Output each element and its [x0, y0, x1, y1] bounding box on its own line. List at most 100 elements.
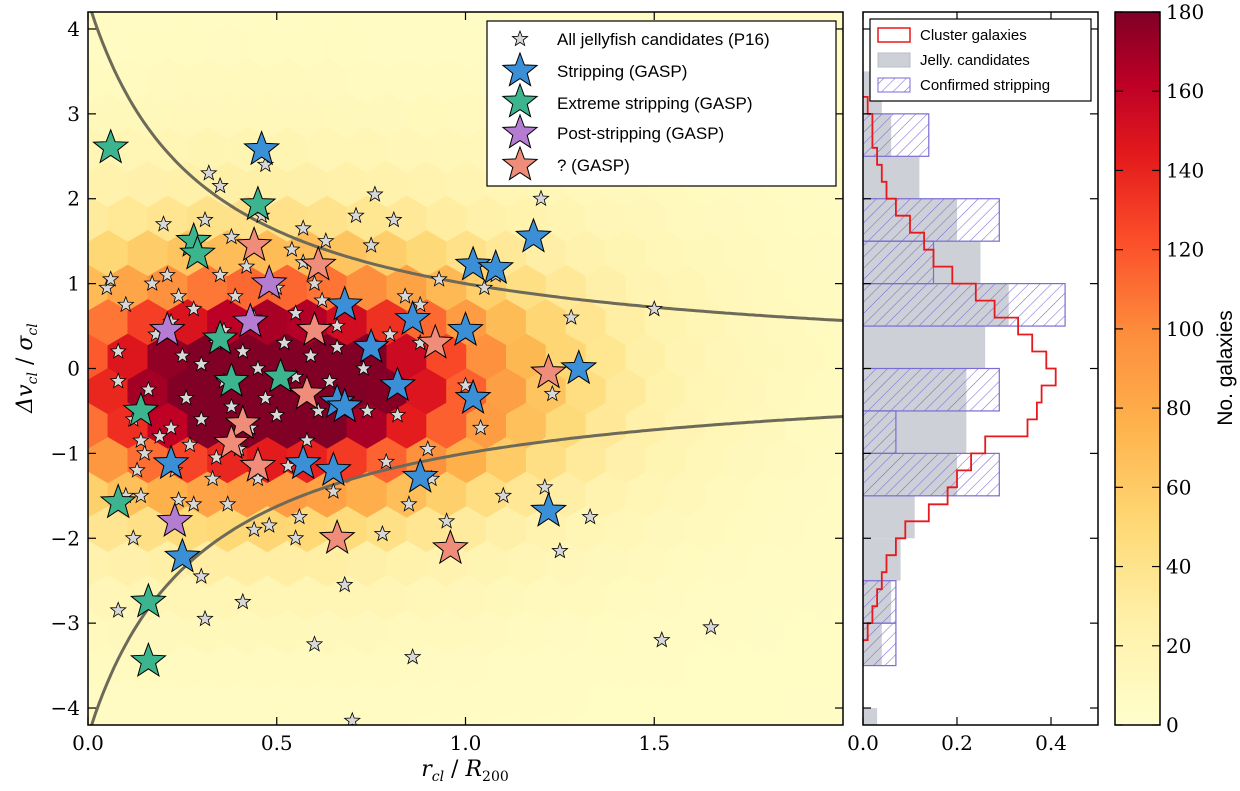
- main-legend-box: [486, 20, 837, 187]
- jellyfish-candidate-marker: [132, 431, 150, 449]
- jellyfish-candidate-marker: [286, 529, 305, 546]
- main-x-tick-label: 0.5: [261, 731, 293, 755]
- jellyfish-candidate-marker: [192, 567, 210, 584]
- main-y-axis-label: Δvcl / σcl: [13, 323, 41, 413]
- colorbar-tick-label: 140: [1166, 158, 1204, 182]
- jellyfish-candidate-marker: [328, 316, 346, 334]
- main-legend-swatches: [501, 29, 539, 181]
- jellyfish-candidate-marker: [437, 512, 456, 529]
- hexbin-cell: [366, 713, 408, 725]
- colorbar-tick-label: 60: [1166, 475, 1191, 499]
- jellyfish-candidate-marker: [381, 325, 399, 342]
- confirmed-stripping-bar: [863, 367, 1000, 412]
- jellyfish-candidate-marker: [128, 461, 146, 478]
- jellyfish-candidate-marker: [400, 495, 418, 512]
- jellyfish-candidate-marker: [139, 380, 158, 398]
- jellyfish-candidate-marker: [551, 541, 569, 559]
- main-y-ticks: −4 −3 −2 −1 0 1 2 3 4: [51, 17, 843, 720]
- jellyfish-candidate-marker: [135, 444, 154, 461]
- jellyfish-candidate-marker: [169, 490, 188, 508]
- stripping-marker: [379, 366, 417, 402]
- main-y-tick-label: 0: [67, 357, 80, 381]
- hexbin-cell: [446, 713, 487, 725]
- colorbar-gradient: [1115, 12, 1160, 725]
- hexbin-cell: [28, 127, 68, 173]
- hexbin-cell: [645, 713, 686, 725]
- legend-swatch-unknown-marker: [501, 145, 539, 181]
- jellyfish-candidate-marker: [219, 495, 237, 512]
- hexbin-cell: [725, 713, 766, 725]
- extreme-stripping-marker: [129, 641, 167, 678]
- jellyfish-candidate-marker: [124, 529, 142, 546]
- confirmed-stripping-bar: [863, 452, 1000, 497]
- jellyfish-candidate-marker: [177, 389, 195, 406]
- main-legend: All jellyfish candidates (P16) Stripping…: [486, 20, 837, 187]
- main-y-tick-label: −4: [51, 696, 80, 720]
- scatter-markers: [92, 128, 720, 725]
- jellyfish-candidate-marker: [151, 427, 169, 444]
- stripping-marker: [401, 457, 439, 493]
- jellyfish-candidate-marker: [143, 274, 161, 292]
- jellyfish-candidate-marker: [347, 206, 365, 224]
- stripping-marker: [284, 444, 322, 480]
- unknown-marker: [299, 245, 337, 281]
- hexbin-cell: [764, 713, 806, 725]
- hexbin-cell: [167, 713, 208, 725]
- post-stripping-marker: [231, 302, 269, 338]
- jellyfish-candidate-marker: [196, 609, 214, 627]
- colorbar-tick-label: 20: [1166, 634, 1191, 658]
- unknown-marker: [530, 353, 568, 389]
- stripping-marker: [152, 444, 190, 480]
- jellyfish-candidate-marker: [275, 333, 293, 351]
- unknown-marker: [224, 404, 262, 440]
- jellyfish-candidate-marker: [211, 265, 229, 283]
- stripping-marker: [163, 537, 201, 573]
- jellyfish-candidate-marker: [336, 575, 354, 593]
- jellyfish-candidate-marker: [222, 227, 241, 245]
- jellyfish-candidate-marker: [222, 397, 241, 415]
- jellyfish-candidate-marker: [249, 359, 267, 376]
- lower-caustic-curve: [90, 415, 843, 725]
- jelly-candidates-bar: [863, 326, 986, 369]
- hexbin-cell: [28, 196, 68, 242]
- jellyfish-candidate-marker: [192, 410, 210, 427]
- jellyfish-candidate-marker: [396, 287, 414, 304]
- jellyfish-candidate-marker: [536, 478, 554, 495]
- jellyfish-candidate-marker: [343, 711, 361, 725]
- hexbin-cell: [88, 310, 89, 335]
- colorbar-tick-label: 180: [1166, 0, 1204, 24]
- jellyfish-candidate-marker: [411, 295, 429, 313]
- extreme-stripping-marker: [129, 582, 167, 618]
- hist-legend-label-cluster: Cluster galaxies: [920, 27, 1027, 44]
- hexbin-cell: [28, 0, 68, 35]
- legend-label-stripping: Stripping (GASP): [557, 62, 687, 81]
- jellyfish-candidate-marker: [200, 164, 218, 181]
- legend-swatch-jellyfish-candidate-marker: [511, 29, 529, 47]
- jellyfish-candidate-marker: [317, 232, 335, 249]
- jellyfish-candidate-marker: [109, 342, 127, 359]
- hist-legend-swatch-cluster: [877, 27, 911, 43]
- jellyfish-candidate-marker: [226, 287, 244, 304]
- hexbin-cell: [605, 713, 647, 725]
- jellyfish-candidate-marker: [320, 372, 339, 389]
- unknown-marker: [239, 446, 277, 482]
- confirmed-stripping-bar: [863, 198, 1000, 242]
- jellyfish-candidate-marker: [234, 342, 252, 359]
- jellyfish-candidate-marker: [256, 389, 275, 406]
- confirmed-stripping-bar: [863, 410, 897, 454]
- hexbin-cell: [286, 713, 328, 725]
- colorbar-tick-label: 40: [1166, 555, 1191, 579]
- jellyfish-candidate-marker: [362, 236, 380, 253]
- jelly-candidates-bar: [863, 708, 878, 725]
- main-scatter-panel: 0.0 0.5 1.0 1.5 −4 −3 −2 −1 0 1 2 3 4 rcl / R200 Δv…: [13, 0, 844, 785]
- jellyfish-candidate-marker: [388, 406, 407, 423]
- colorbar-label: No. galaxies: [1214, 310, 1237, 426]
- stripping-marker: [560, 349, 598, 385]
- jellyfish-candidate-marker: [185, 495, 203, 512]
- colorbar-tick-label: 120: [1166, 238, 1204, 262]
- legend-label-unknown: ? (GASP): [557, 156, 630, 175]
- hexbin-cell: [565, 713, 607, 725]
- jellyfish-candidate-marker: [132, 486, 150, 504]
- stripping-marker: [243, 130, 281, 166]
- jellyfish-candidate-marker: [267, 406, 286, 423]
